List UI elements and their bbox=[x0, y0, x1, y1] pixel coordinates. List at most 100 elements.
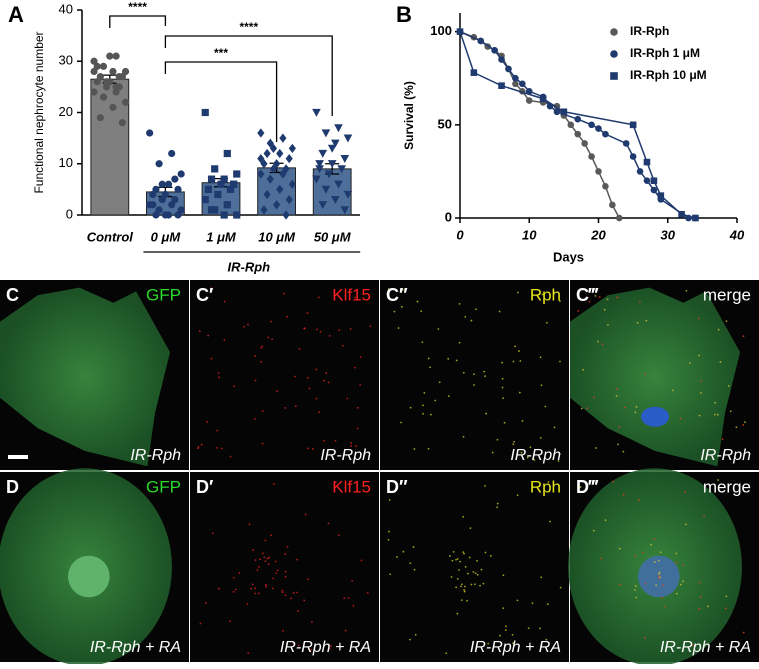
signal-dot bbox=[520, 451, 523, 454]
point bbox=[629, 121, 637, 129]
signal-dot bbox=[460, 583, 463, 586]
x-tick-label: 10 bbox=[522, 227, 537, 242]
signal-dot bbox=[462, 371, 465, 374]
signal-dot bbox=[396, 556, 398, 558]
signal-dot bbox=[283, 292, 286, 295]
signal-dot bbox=[422, 404, 424, 407]
signal-dot bbox=[359, 384, 362, 386]
signal-dot bbox=[725, 595, 728, 598]
signal-dot bbox=[366, 591, 369, 594]
signal-dot bbox=[413, 568, 416, 571]
signal-dot bbox=[601, 343, 604, 346]
signal-dot bbox=[243, 325, 245, 328]
point bbox=[491, 46, 498, 54]
micrograph: D GFP IR-Rph + RA bbox=[0, 468, 189, 666]
signal-dot bbox=[261, 345, 264, 348]
point bbox=[512, 80, 519, 88]
point bbox=[146, 129, 154, 137]
signal-dot bbox=[742, 335, 745, 338]
signal-dot bbox=[268, 556, 270, 559]
signal-dot bbox=[489, 554, 492, 557]
micrograph: C′ Klf15 IR-Rph bbox=[190, 280, 379, 470]
point bbox=[112, 52, 120, 60]
signal-dot bbox=[688, 362, 691, 364]
point bbox=[263, 189, 271, 200]
signal-dot bbox=[341, 344, 344, 347]
signal-dot bbox=[703, 515, 705, 517]
signal-dot bbox=[529, 446, 532, 449]
signal-dot bbox=[422, 412, 424, 415]
point bbox=[657, 192, 665, 199]
signal-dot bbox=[316, 328, 318, 331]
signal-dot bbox=[451, 559, 454, 562]
signal-dot bbox=[513, 441, 516, 443]
signal-dot bbox=[265, 585, 267, 588]
caption: IR-Rph bbox=[510, 447, 561, 464]
signal-dot bbox=[496, 502, 499, 505]
signal-dot bbox=[434, 399, 437, 402]
signal-dot bbox=[685, 289, 688, 292]
signal-dot bbox=[273, 483, 275, 485]
point bbox=[263, 148, 271, 159]
signal-dot bbox=[519, 360, 522, 362]
signal-dot bbox=[721, 491, 724, 493]
signal-dot bbox=[248, 523, 251, 526]
signal-dot bbox=[429, 366, 431, 369]
signal-dot bbox=[512, 443, 515, 446]
signal-dot bbox=[642, 551, 644, 554]
signal-dot bbox=[484, 375, 487, 378]
point bbox=[574, 115, 582, 123]
signal-dot bbox=[430, 413, 432, 416]
point bbox=[177, 170, 185, 178]
signal-dot bbox=[445, 652, 448, 655]
point bbox=[161, 211, 169, 219]
signal-dot bbox=[607, 323, 609, 326]
point bbox=[217, 180, 225, 188]
point bbox=[334, 124, 343, 133]
signal-dot bbox=[512, 642, 514, 645]
point bbox=[456, 28, 464, 35]
signal-dot bbox=[282, 629, 285, 632]
point bbox=[266, 174, 274, 184]
point bbox=[602, 183, 609, 190]
x-tick-label: 30 bbox=[661, 227, 676, 242]
signal-dot bbox=[675, 592, 678, 595]
signal-dot bbox=[267, 336, 270, 339]
point bbox=[650, 177, 658, 185]
signal-dot bbox=[360, 559, 363, 562]
signal-dot bbox=[684, 490, 687, 493]
point bbox=[318, 149, 328, 158]
signal-dot bbox=[634, 554, 637, 557]
signal-dot bbox=[261, 410, 264, 413]
signal-dot bbox=[286, 315, 288, 318]
point bbox=[211, 165, 219, 173]
signal-dot bbox=[544, 405, 547, 408]
point bbox=[498, 82, 505, 89]
point bbox=[276, 148, 284, 159]
signal-dot bbox=[502, 397, 504, 400]
signal-dot bbox=[661, 584, 664, 587]
signal-dot bbox=[238, 572, 241, 574]
channel-label: GFP bbox=[146, 285, 181, 304]
signal-dot bbox=[421, 341, 424, 344]
signal-dot bbox=[217, 587, 220, 590]
signal-dot bbox=[413, 448, 416, 450]
point bbox=[560, 108, 568, 116]
point bbox=[149, 201, 157, 209]
signal-dot bbox=[526, 456, 529, 459]
signal-dot bbox=[292, 592, 295, 594]
signal-dot bbox=[254, 592, 257, 595]
signal-dot bbox=[472, 570, 475, 573]
signal-dot bbox=[539, 436, 542, 439]
signal-dot bbox=[401, 288, 404, 291]
signal-dot bbox=[290, 597, 292, 600]
panel-label: D‴ bbox=[576, 477, 599, 497]
signal-dot bbox=[359, 356, 362, 358]
signal-dot bbox=[675, 561, 678, 564]
signal-dot bbox=[661, 596, 663, 599]
signal-dot bbox=[450, 576, 453, 578]
signal-dot bbox=[232, 590, 235, 593]
x-tick-label: Control bbox=[87, 229, 134, 244]
signal-dot bbox=[635, 596, 638, 599]
signal-dot bbox=[473, 373, 475, 375]
